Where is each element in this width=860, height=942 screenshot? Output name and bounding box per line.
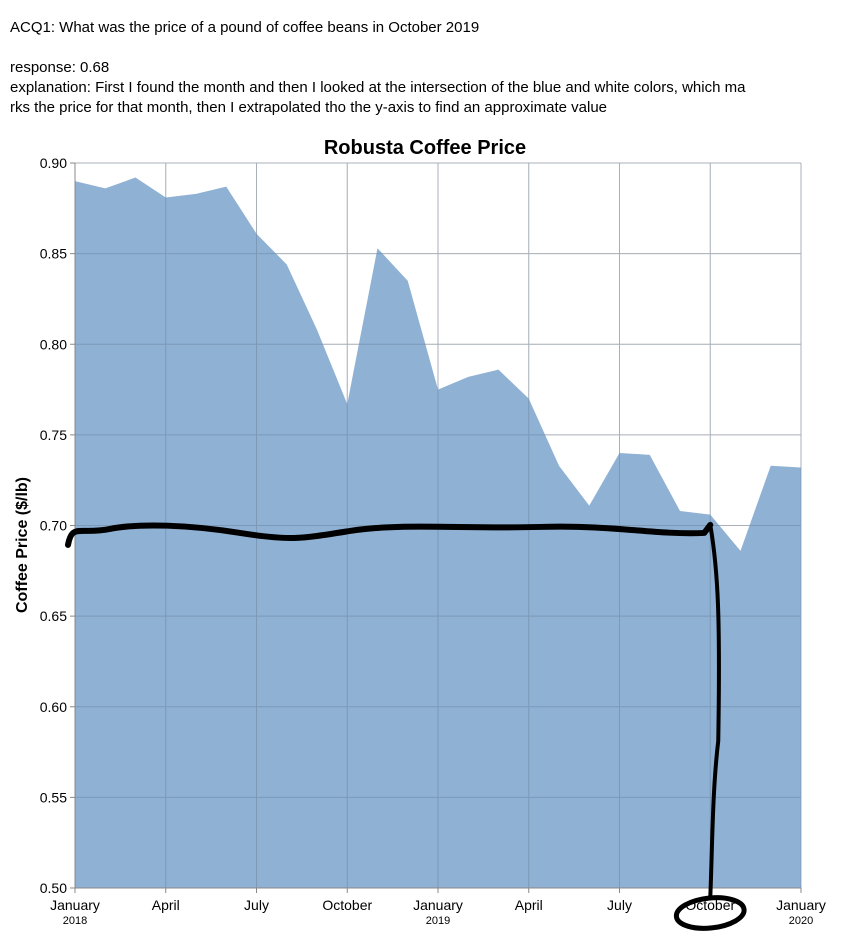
handdrawn-vertical-line: [708, 522, 721, 900]
explanation-line-1: explanation: First I found the month and…: [10, 79, 746, 96]
handdrawn-circle: [673, 895, 747, 931]
y-tick-label: 0.70: [40, 518, 67, 534]
y-tick-label: 0.65: [40, 608, 67, 624]
x-tick-label: April: [515, 897, 543, 913]
x-tick-year: 2019: [426, 915, 450, 927]
question-text: ACQ1: What was the price of a pound of c…: [10, 19, 480, 36]
explanation-line-2: rks the price for that month, then I ext…: [10, 99, 607, 116]
y-axis-ticks: 0.50 0.55 0.60 0.65 0.70 0.75 0.80 0.85 0.90: [40, 155, 75, 896]
x-tick-label: July: [244, 897, 269, 913]
x-tick-label: January: [50, 897, 100, 913]
y-tick-label: 0.90: [40, 155, 67, 171]
x-tick-label: April: [152, 897, 180, 913]
x-axis-ticks: January 2018 April July October January 2019 Ap…: [50, 888, 826, 927]
y-tick-label: 0.85: [40, 246, 67, 262]
y-tick-label: 0.50: [40, 880, 67, 896]
y-axis-title: Coffee Price ($/lb): [14, 477, 31, 613]
y-tick-label: 0.75: [40, 427, 67, 443]
price-area: [75, 177, 801, 888]
x-tick-label: October: [322, 897, 372, 913]
y-tick-label: 0.55: [40, 789, 67, 805]
x-tick-year: 2018: [63, 915, 87, 927]
chart-title: Robusta Coffee Price: [324, 137, 526, 159]
x-tick-label: January: [413, 897, 463, 913]
y-tick-label: 0.60: [40, 699, 67, 715]
handdrawn-horizontal-line: [65, 521, 714, 548]
x-tick-label: January: [776, 897, 826, 913]
x-tick-year: 2020: [789, 915, 813, 927]
x-tick-label: July: [607, 897, 632, 913]
handdrawn-annotation: [65, 521, 747, 931]
y-tick-label: 0.80: [40, 336, 67, 352]
question-block: ACQ1: What was the price of a pound of c…: [10, 18, 850, 118]
response-text: response: 0.68: [10, 59, 110, 76]
